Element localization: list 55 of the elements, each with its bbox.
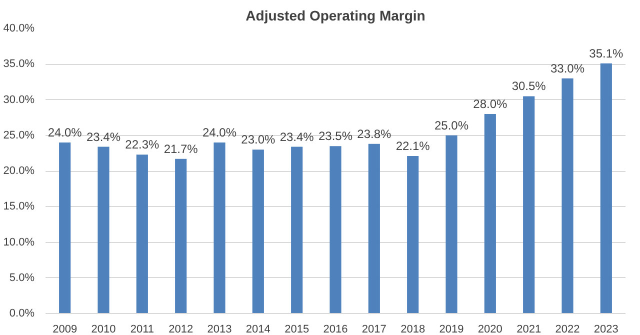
bar bbox=[98, 146, 110, 314]
data-label: 22.3% bbox=[125, 138, 160, 152]
x-tick-label: 2009 bbox=[52, 324, 78, 335]
data-label: 23.5% bbox=[318, 129, 353, 144]
y-tick-label: 20.0% bbox=[3, 165, 35, 177]
x-tick-label: 2018 bbox=[400, 324, 426, 335]
bar bbox=[175, 158, 187, 314]
bar bbox=[484, 114, 496, 314]
data-label: 23.4% bbox=[280, 130, 314, 144]
data-label: 23.4% bbox=[86, 130, 121, 144]
data-label: 35.1% bbox=[589, 46, 624, 60]
y-tick-label: 15.0% bbox=[3, 200, 35, 213]
x-tick-label: 2016 bbox=[323, 324, 348, 335]
y-tick-label: 40.0% bbox=[3, 22, 35, 34]
bar bbox=[291, 146, 303, 314]
bar bbox=[214, 142, 226, 314]
y-tick-label: 0.0% bbox=[9, 308, 35, 320]
bar bbox=[330, 146, 342, 314]
bar bbox=[136, 154, 148, 314]
bar bbox=[600, 63, 612, 314]
x-tick-label: 2021 bbox=[516, 324, 542, 335]
x-tick-label: 2020 bbox=[478, 324, 502, 335]
data-label: 21.7% bbox=[164, 142, 198, 156]
x-tick-label: 2023 bbox=[594, 324, 618, 335]
data-label: 23.8% bbox=[357, 126, 392, 141]
y-tick-label: 30.0% bbox=[3, 94, 35, 106]
x-tick-label: 2012 bbox=[168, 324, 194, 335]
x-tick-label: 2010 bbox=[91, 324, 116, 335]
x-tick-label: 2022 bbox=[555, 324, 580, 335]
chart-title: Adjusted Operating Margin bbox=[246, 8, 426, 24]
data-label: 30.5% bbox=[512, 79, 546, 94]
bar bbox=[407, 156, 419, 314]
bar bbox=[368, 144, 380, 314]
data-label: 24.0% bbox=[48, 126, 82, 140]
data-label: 24.0% bbox=[202, 126, 237, 140]
bar bbox=[59, 142, 71, 314]
x-tick-label: 2014 bbox=[246, 324, 270, 335]
data-label: 22.1% bbox=[396, 139, 430, 154]
data-label: 33.0% bbox=[550, 61, 585, 76]
bar bbox=[562, 78, 574, 314]
y-tick-label: 5.0% bbox=[9, 272, 35, 284]
x-tick-label: 2015 bbox=[284, 324, 310, 335]
x-tick-label: 2019 bbox=[439, 324, 464, 335]
bar bbox=[446, 135, 458, 314]
data-label: 28.0% bbox=[473, 97, 508, 111]
y-tick-label: 10.0% bbox=[3, 236, 35, 248]
y-tick-label: 25.0% bbox=[3, 129, 35, 142]
y-tick-label: 35.0% bbox=[3, 58, 35, 70]
x-tick-label: 2013 bbox=[207, 324, 232, 335]
data-label: 23.0% bbox=[241, 132, 276, 147]
x-tick-label: 2017 bbox=[362, 324, 386, 335]
x-tick-label: 2011 bbox=[130, 324, 154, 335]
bar bbox=[523, 96, 535, 314]
bar bbox=[252, 150, 264, 314]
data-label: 25.0% bbox=[434, 118, 469, 132]
